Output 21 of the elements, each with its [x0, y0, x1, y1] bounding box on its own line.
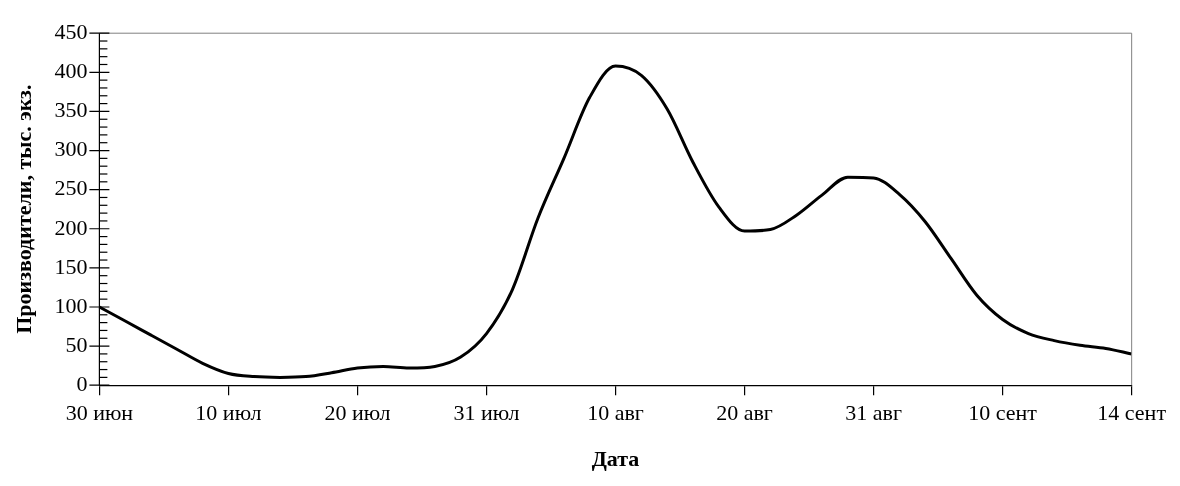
y-tick-label: 300	[54, 136, 88, 162]
x-tick-label: 20 авг	[716, 400, 773, 426]
y-tick-label: 200	[54, 214, 88, 240]
y-tick-label: 400	[54, 58, 88, 84]
y-tick-label: 150	[54, 253, 88, 279]
x-tick-label: 30 июн	[65, 400, 134, 426]
x-axis-title: Дата	[591, 446, 640, 472]
x-tick-label: 20 июл	[324, 400, 391, 426]
y-tick-label: 0	[76, 370, 88, 396]
y-tick-label: 50	[65, 331, 88, 357]
y-tick-label: 450	[54, 18, 88, 44]
y-tick-label: 100	[54, 292, 88, 318]
x-tick-label: 14 сент	[1097, 400, 1167, 426]
y-tick-label: 350	[54, 97, 88, 123]
y-tick-label: 250	[54, 175, 88, 201]
x-tick-label: 10 авг	[587, 400, 644, 426]
x-tick-label: 10 сент	[968, 400, 1038, 426]
y-axis-title: Производители, тыс. экз.	[10, 84, 36, 334]
x-tick-label: 10 июл	[195, 400, 262, 426]
x-tick-label: 31 июл	[453, 400, 520, 426]
x-tick-label: 31 авг	[845, 400, 902, 426]
